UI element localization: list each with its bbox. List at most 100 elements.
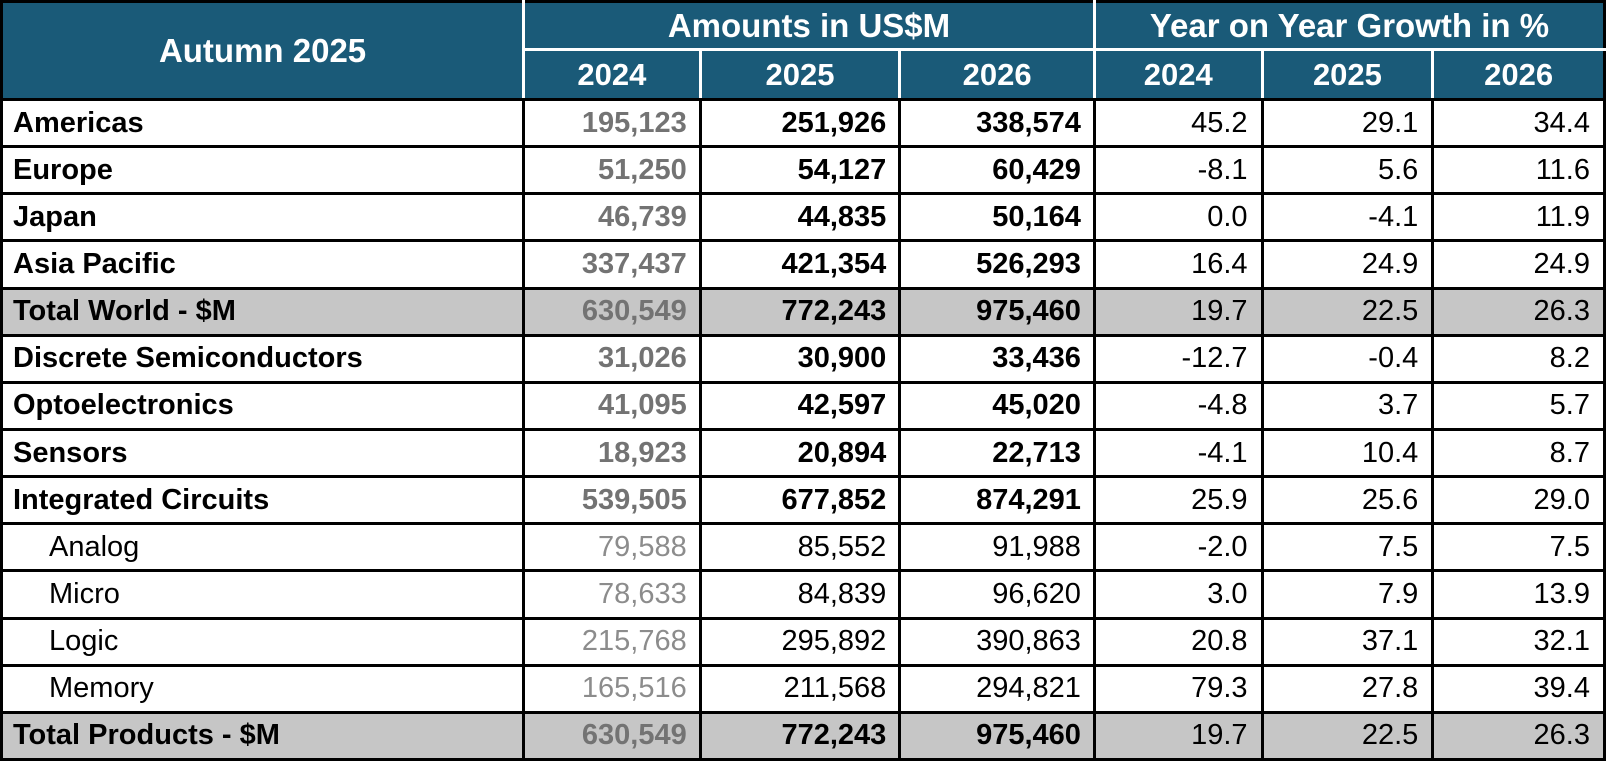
amount-2026-cell: 526,293 — [898, 239, 1096, 290]
amount-2026-cell: 338,574 — [898, 97, 1096, 149]
growth-2026-cell: 26.3 — [1431, 710, 1606, 761]
growth-2025-cell: 7.9 — [1260, 569, 1435, 620]
amount-2026-cell: 22,713 — [898, 427, 1096, 479]
table-row: Memory 165,516 211,568 294,821 79.3 27.8 39.4 — [0, 663, 1606, 714]
growth-2025-cell: 25.6 — [1260, 475, 1435, 526]
growth-2026-cell: 5.7 — [1431, 380, 1606, 431]
amount-2024-cell: 165,516 — [522, 663, 702, 714]
amounts-year-2026-header: 2026 — [898, 48, 1096, 101]
row-label: Memory — [0, 663, 526, 714]
growth-2025-cell: 22.5 — [1260, 710, 1435, 761]
growth-2025-cell: -0.4 — [1260, 333, 1435, 384]
amount-2024-cell: 51,250 — [522, 145, 702, 196]
growth-2025-cell: 5.6 — [1260, 145, 1435, 196]
growth-2024-cell: 16.4 — [1092, 239, 1264, 290]
table-header: Autumn 2025 Amounts in US$M Year on Year… — [0, 0, 1606, 101]
growth-2024-cell: -8.1 — [1092, 145, 1264, 196]
row-label: Micro — [0, 569, 526, 620]
amount-2025-cell: 44,835 — [698, 192, 902, 243]
amount-2024-cell: 195,123 — [522, 97, 702, 149]
amount-2025-cell: 42,597 — [698, 380, 902, 431]
growth-2024-cell: 79.3 — [1092, 663, 1264, 714]
row-label: Total Products - $M — [0, 710, 526, 761]
table-row: Europe 51,250 54,127 60,429 -8.1 5.6 11.6 — [0, 145, 1606, 196]
amount-2024-cell: 630,549 — [522, 710, 702, 761]
table-body: Americas 195,123 251,926 338,574 45.2 29.1 34.… — [0, 97, 1606, 761]
amount-2025-cell: 84,839 — [698, 569, 902, 620]
total-row: Total World - $M 630,549 772,243 975,460 19.… — [0, 286, 1606, 337]
growth-2026-cell: 29.0 — [1431, 475, 1606, 526]
amount-2026-cell: 294,821 — [898, 663, 1096, 714]
amount-2025-cell: 85,552 — [698, 522, 902, 573]
table-row: Optoelectronics 41,095 42,597 45,020 -4.8 3.7… — [0, 380, 1606, 431]
growth-2026-cell: 34.4 — [1431, 97, 1606, 149]
growth-2025-cell: 37.1 — [1260, 616, 1435, 667]
growth-2026-cell: 39.4 — [1431, 663, 1606, 714]
amounts-year-2024-header: 2024 — [522, 48, 702, 101]
table-row: Asia Pacific 337,437 421,354 526,293 16.4 24.… — [0, 239, 1606, 290]
amount-2024-cell: 630,549 — [522, 286, 702, 337]
amount-2026-cell: 50,164 — [898, 192, 1096, 243]
row-label: Americas — [0, 97, 526, 149]
amount-2024-cell: 78,633 — [522, 569, 702, 620]
growth-year-2026-header: 2026 — [1431, 48, 1606, 101]
amount-2026-cell: 975,460 — [898, 286, 1096, 337]
table-title: Autumn 2025 — [0, 0, 526, 101]
growth-2024-cell: 0.0 — [1092, 192, 1264, 243]
amount-2026-cell: 45,020 — [898, 380, 1096, 431]
growth-2026-cell: 7.5 — [1431, 522, 1606, 573]
amount-2024-cell: 337,437 — [522, 239, 702, 290]
growth-2024-cell: -2.0 — [1092, 522, 1264, 573]
amount-2025-cell: 295,892 — [698, 616, 902, 667]
amount-2026-cell: 60,429 — [898, 145, 1096, 196]
amount-2026-cell: 91,988 — [898, 522, 1096, 573]
growth-2026-cell: 8.2 — [1431, 333, 1606, 384]
total-row: Total Products - $M 630,549 772,243 975,460… — [0, 710, 1606, 761]
amount-2024-cell: 41,095 — [522, 380, 702, 431]
amount-2026-cell: 390,863 — [898, 616, 1096, 667]
table-row: Americas 195,123 251,926 338,574 45.2 29.1 34.… — [0, 97, 1606, 149]
amount-2026-cell: 975,460 — [898, 710, 1096, 761]
amount-2024-cell: 215,768 — [522, 616, 702, 667]
row-label: Discrete Semiconductors — [0, 333, 526, 384]
amounts-section-header: Amounts in US$M — [522, 0, 1096, 51]
amount-2024-cell: 18,923 — [522, 427, 702, 479]
row-label: Asia Pacific — [0, 239, 526, 290]
amount-2024-cell: 79,588 — [522, 522, 702, 573]
amount-2025-cell: 677,852 — [698, 475, 902, 526]
amount-2024-cell: 539,505 — [522, 475, 702, 526]
growth-2026-cell: 32.1 — [1431, 616, 1606, 667]
growth-2026-cell: 24.9 — [1431, 239, 1606, 290]
header-years-row: 2024 2025 2026 2024 2025 2026 — [2, 48, 1606, 101]
table-row: Sensors 18,923 20,894 22,713 -4.1 10.4 8.7 — [0, 427, 1606, 479]
table-row: Integrated Circuits 539,505 677,852 874,291… — [0, 475, 1606, 526]
growth-2024-cell: 3.0 — [1092, 569, 1264, 620]
amount-2025-cell: 54,127 — [698, 145, 902, 196]
growth-2025-cell: 29.1 — [1260, 97, 1435, 149]
table-row: Discrete Semiconductors 31,026 30,900 33,43… — [0, 333, 1606, 384]
growth-2024-cell: -4.1 — [1092, 427, 1264, 479]
growth-2024-cell: 25.9 — [1092, 475, 1264, 526]
growth-2025-cell: -4.1 — [1260, 192, 1435, 243]
amount-2025-cell: 20,894 — [698, 427, 902, 479]
amount-2025-cell: 30,900 — [698, 333, 902, 384]
amount-2024-cell: 31,026 — [522, 333, 702, 384]
growth-year-2025-header: 2025 — [1260, 48, 1435, 101]
amounts-year-2025-header: 2025 — [698, 48, 902, 101]
row-label: Japan — [0, 192, 526, 243]
growth-2025-cell: 7.5 — [1260, 522, 1435, 573]
growth-2024-cell: -4.8 — [1092, 380, 1264, 431]
table-row: Analog 79,588 85,552 91,988 -2.0 7.5 7.5 — [0, 522, 1606, 573]
growth-2026-cell: 8.7 — [1431, 427, 1606, 479]
row-label: Analog — [0, 522, 526, 573]
amount-2025-cell: 421,354 — [698, 239, 902, 290]
table-row: Micro 78,633 84,839 96,620 3.0 7.9 13.9 — [0, 569, 1606, 620]
growth-2025-cell: 27.8 — [1260, 663, 1435, 714]
row-label: Logic — [0, 616, 526, 667]
growth-year-2024-header: 2024 — [1092, 48, 1264, 101]
row-label: Integrated Circuits — [0, 475, 526, 526]
growth-2025-cell: 3.7 — [1260, 380, 1435, 431]
amount-2026-cell: 96,620 — [898, 569, 1096, 620]
growth-2025-cell: 22.5 — [1260, 286, 1435, 337]
